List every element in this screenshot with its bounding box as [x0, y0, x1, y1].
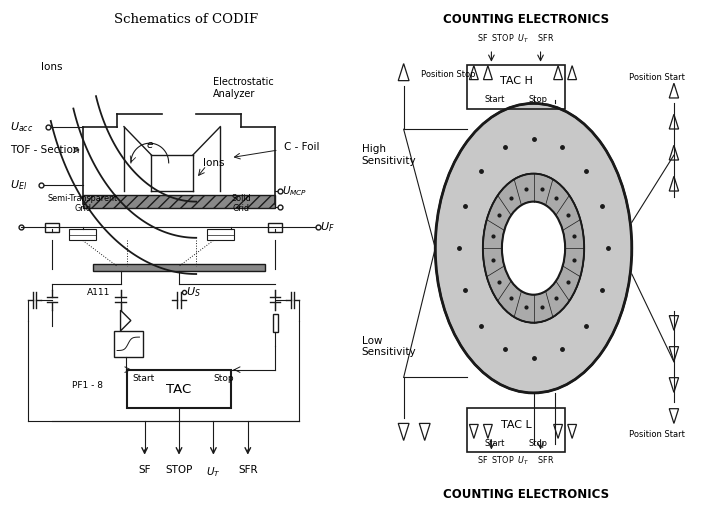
Text: $U_S$: $U_S$ [186, 285, 201, 299]
Text: Ions: Ions [41, 62, 63, 72]
Text: Solid
Grid: Solid Grid [231, 193, 251, 213]
Text: Semi-Transparent
Grid: Semi-Transparent Grid [48, 193, 118, 213]
Bar [272, 314, 278, 332]
Text: TAC H: TAC H [500, 77, 532, 86]
Text: PF1 - 8: PF1 - 8 [72, 381, 103, 390]
Bar [93, 264, 265, 271]
Circle shape [502, 202, 565, 295]
Text: STOP: STOP [166, 465, 192, 475]
Text: TAC: TAC [166, 383, 192, 396]
Bar [69, 229, 96, 240]
Text: Schematics of CODIF: Schematics of CODIF [114, 13, 258, 26]
Text: Position Start: Position Start [628, 430, 684, 439]
Text: TAC L: TAC L [501, 420, 531, 430]
Text: Stop: Stop [529, 439, 548, 448]
Text: $U_F$: $U_F$ [320, 221, 335, 234]
Bar [45, 223, 59, 232]
Text: Stop: Stop [529, 95, 548, 104]
Text: SFR: SFR [238, 465, 258, 475]
Text: A111: A111 [87, 287, 110, 297]
Bar [467, 408, 565, 452]
Text: SF  STOP  $U_T$    SFR: SF STOP $U_T$ SFR [477, 33, 555, 45]
Text: High
Sensitivity: High Sensitivity [362, 144, 416, 166]
Bar [268, 223, 282, 232]
Text: SF: SF [138, 465, 151, 475]
Text: Position Stop: Position Stop [421, 70, 476, 80]
Text: Stop: Stop [213, 374, 234, 383]
Text: Start: Start [484, 439, 505, 448]
Text: e: e [147, 140, 153, 150]
Bar [83, 195, 275, 208]
Text: Position Start: Position Start [628, 73, 684, 82]
Text: C - Foil: C - Foil [284, 142, 319, 153]
Bar [467, 65, 565, 109]
Text: $U_T$: $U_T$ [206, 465, 220, 479]
Bar [114, 331, 143, 357]
Text: $U_{El}$: $U_{El}$ [11, 178, 27, 192]
Text: Electrostatic
Analyzer: Electrostatic Analyzer [213, 77, 274, 99]
Wedge shape [435, 103, 632, 393]
Wedge shape [483, 174, 584, 323]
Text: Start: Start [133, 374, 155, 383]
Text: SF  STOP  $U_T$    SFR: SF STOP $U_T$ SFR [477, 455, 555, 467]
Text: Low
Sensitivity: Low Sensitivity [362, 336, 416, 357]
Text: Start: Start [484, 95, 505, 104]
Text: Ions: Ions [203, 158, 225, 168]
Text: $U_{acc}$: $U_{acc}$ [11, 120, 34, 133]
Bar [206, 229, 234, 240]
Bar [128, 370, 231, 408]
Text: TOF - Section: TOF - Section [11, 145, 80, 155]
Text: $U_{MCP}$: $U_{MCP}$ [282, 185, 307, 198]
Text: COUNTING ELECTRONICS: COUNTING ELECTRONICS [444, 489, 609, 501]
Text: COUNTING ELECTRONICS: COUNTING ELECTRONICS [444, 13, 609, 26]
